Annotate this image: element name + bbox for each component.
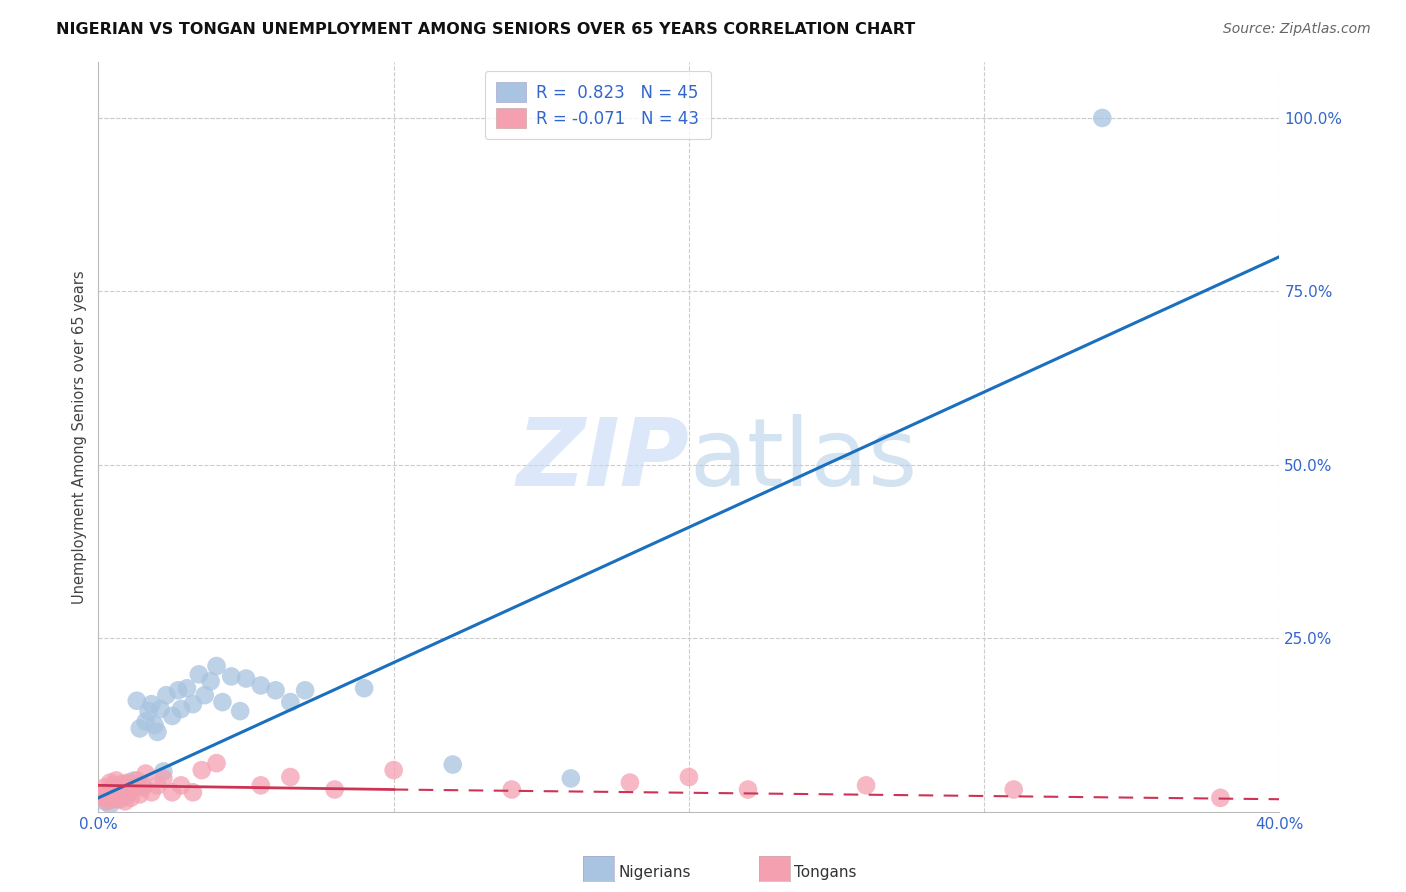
Point bbox=[155, 688, 177, 702]
Point bbox=[170, 702, 193, 716]
Point bbox=[135, 766, 157, 780]
Point bbox=[93, 780, 115, 795]
Point bbox=[141, 785, 163, 799]
Point bbox=[108, 792, 131, 806]
Point bbox=[1209, 790, 1232, 805]
Point bbox=[146, 725, 169, 739]
Point bbox=[128, 788, 150, 802]
Point bbox=[441, 757, 464, 772]
Y-axis label: Unemployment Among Seniors over 65 years: Unemployment Among Seniors over 65 years bbox=[72, 270, 87, 604]
Point bbox=[105, 773, 128, 788]
Point bbox=[103, 778, 125, 792]
Point bbox=[120, 790, 142, 805]
Point bbox=[111, 777, 134, 791]
Point bbox=[108, 780, 131, 795]
Point bbox=[162, 709, 183, 723]
Text: atlas: atlas bbox=[689, 414, 917, 506]
Point bbox=[250, 678, 273, 692]
Point bbox=[122, 778, 145, 792]
Point bbox=[135, 714, 157, 729]
Point bbox=[181, 697, 204, 711]
Point bbox=[170, 778, 193, 792]
Point bbox=[98, 784, 121, 798]
Point bbox=[111, 788, 134, 802]
Point bbox=[229, 704, 252, 718]
Point bbox=[205, 756, 228, 771]
Point bbox=[90, 788, 112, 802]
Point bbox=[1002, 782, 1025, 797]
Point bbox=[96, 788, 118, 802]
Text: NIGERIAN VS TONGAN UNEMPLOYMENT AMONG SENIORS OVER 65 YEARS CORRELATION CHART: NIGERIAN VS TONGAN UNEMPLOYMENT AMONG SE… bbox=[56, 22, 915, 37]
Point bbox=[128, 722, 150, 736]
Text: Nigerians: Nigerians bbox=[619, 865, 692, 880]
Point bbox=[294, 683, 316, 698]
Text: Tongans: Tongans bbox=[794, 865, 856, 880]
Point bbox=[264, 683, 287, 698]
Point bbox=[382, 763, 405, 777]
Point bbox=[105, 788, 128, 802]
Point bbox=[120, 784, 142, 798]
Point bbox=[152, 764, 174, 779]
Point bbox=[117, 777, 139, 791]
Point bbox=[149, 702, 172, 716]
Point bbox=[191, 763, 214, 777]
Point bbox=[181, 785, 204, 799]
Point bbox=[108, 792, 131, 806]
Point bbox=[143, 718, 166, 732]
Point bbox=[250, 778, 273, 792]
Point bbox=[93, 794, 115, 808]
Text: Source: ZipAtlas.com: Source: ZipAtlas.com bbox=[1223, 22, 1371, 37]
Point bbox=[235, 672, 257, 686]
Point bbox=[103, 784, 125, 798]
Point bbox=[98, 797, 121, 812]
Point bbox=[96, 794, 118, 808]
Point bbox=[103, 790, 125, 805]
Point bbox=[146, 778, 169, 792]
Point bbox=[132, 780, 155, 795]
Point bbox=[103, 792, 125, 806]
Point bbox=[678, 770, 700, 784]
Point bbox=[117, 785, 139, 799]
Point bbox=[105, 789, 128, 804]
Point bbox=[176, 681, 198, 696]
Point bbox=[141, 697, 163, 711]
Point bbox=[93, 790, 115, 805]
Point bbox=[162, 785, 183, 799]
Point bbox=[114, 782, 136, 797]
Point bbox=[1091, 111, 1114, 125]
Point bbox=[737, 782, 759, 797]
Point bbox=[278, 770, 302, 784]
Point bbox=[211, 695, 233, 709]
Point bbox=[152, 772, 174, 786]
Point bbox=[323, 782, 346, 797]
Point bbox=[619, 775, 641, 789]
Point bbox=[501, 782, 523, 797]
Point bbox=[194, 688, 217, 702]
Point bbox=[205, 659, 228, 673]
Point bbox=[278, 695, 302, 709]
Point bbox=[132, 778, 155, 792]
Point bbox=[117, 775, 139, 789]
Point bbox=[560, 772, 582, 786]
Point bbox=[187, 667, 209, 681]
Point bbox=[114, 794, 136, 808]
Point bbox=[855, 778, 877, 792]
Point bbox=[353, 681, 375, 696]
Point bbox=[98, 775, 121, 789]
Point bbox=[114, 789, 136, 804]
Point bbox=[90, 790, 112, 805]
Point bbox=[122, 773, 145, 788]
Point bbox=[167, 683, 190, 698]
Point bbox=[219, 669, 242, 683]
Point bbox=[138, 704, 160, 718]
Legend: R =  0.823   N = 45, R = -0.071   N = 43: R = 0.823 N = 45, R = -0.071 N = 43 bbox=[485, 70, 711, 139]
Point bbox=[200, 674, 222, 689]
Point bbox=[125, 694, 148, 708]
Point bbox=[111, 780, 134, 795]
Point bbox=[125, 773, 148, 788]
Text: ZIP: ZIP bbox=[516, 414, 689, 506]
